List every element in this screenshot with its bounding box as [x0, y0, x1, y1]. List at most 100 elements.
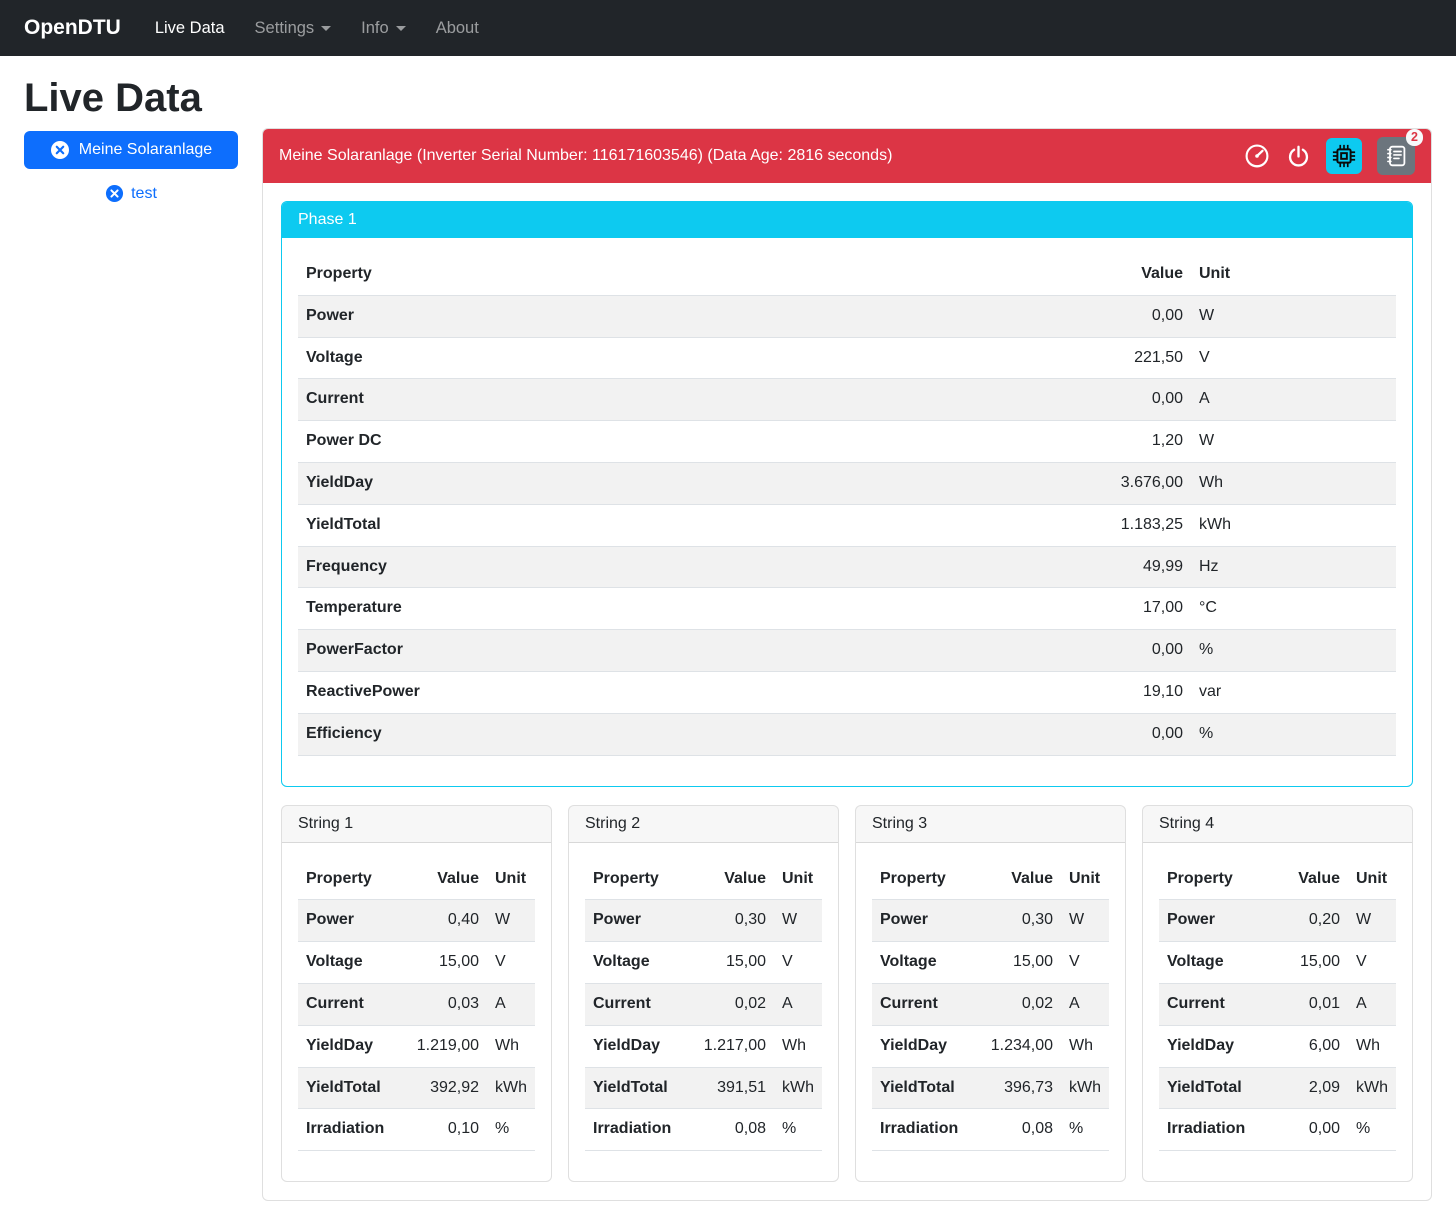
unit-cell: %: [1191, 629, 1396, 672]
property-cell: Voltage: [1159, 941, 1277, 984]
inverter-info-button[interactable]: [1326, 138, 1362, 174]
unit-cell: Wh: [774, 1025, 822, 1068]
unit-cell: V: [774, 941, 822, 984]
column-header-value: Value: [975, 858, 1061, 901]
value-cell: 1.183,25: [855, 504, 1191, 547]
value-cell: 1.219,00: [401, 1025, 487, 1068]
property-cell: Frequency: [298, 546, 856, 589]
table-row: Temperature 17,00 °C: [298, 587, 1396, 631]
table-row: YieldTotal 392,92 kWh: [298, 1067, 535, 1110]
string-card-3: String 3 Property Value Unit: [855, 804, 1126, 1183]
property-cell: Irradiation: [585, 1108, 689, 1152]
power-settings-button[interactable]: [1285, 143, 1311, 169]
value-cell: 0,20: [1276, 899, 1348, 943]
value-cell: 0,30: [688, 899, 774, 943]
value-cell: 1.234,00: [975, 1025, 1061, 1068]
chevron-down-icon: [395, 25, 406, 31]
string-table: Property Value Unit Power 0,40: [298, 858, 535, 1152]
journal-text-icon: [1384, 144, 1408, 168]
unit-cell: °C: [1191, 587, 1396, 631]
table-header-row: Property Value Unit: [298, 858, 535, 901]
nav-item-about[interactable]: About: [428, 11, 487, 46]
x-circle-icon: [105, 184, 124, 203]
value-cell: 15,00: [975, 941, 1061, 984]
value-cell: 0,00: [855, 295, 1191, 338]
value-cell: 221,50: [855, 337, 1191, 380]
table-row: Frequency 49,99 Hz: [298, 546, 1396, 589]
unit-cell: kWh: [1061, 1067, 1109, 1110]
value-cell: 15,00: [688, 941, 774, 984]
value-cell: 6,00: [1276, 1025, 1348, 1068]
table-header-row: Property Value Unit: [1159, 858, 1396, 901]
top-navbar: OpenDTU Live Data Settings Info About: [0, 0, 1456, 56]
inverter-select-button[interactable]: Meine Solaranlage: [24, 131, 238, 169]
nav-item-label: Info: [361, 18, 389, 37]
unit-cell: V: [1191, 337, 1396, 380]
nav-item-settings[interactable]: Settings: [247, 11, 340, 46]
column-header-property: Property: [585, 858, 689, 901]
value-cell: 0,08: [688, 1108, 774, 1152]
table-row: Power 0,00 W: [298, 295, 1396, 338]
table-row: Voltage 15,00 V: [298, 941, 535, 984]
property-cell: Power DC: [298, 420, 856, 463]
nav-item-live-data[interactable]: Live Data: [147, 11, 233, 46]
value-cell: 0,40: [401, 899, 487, 943]
column-header-property: Property: [872, 858, 976, 901]
table-row: Power DC 1,20 W: [298, 420, 1396, 463]
inverter-card-body: Phase 1 Property Value Unit: [263, 183, 1431, 1200]
property-cell: Power: [872, 899, 976, 943]
property-cell: PowerFactor: [298, 629, 856, 672]
unit-cell: V: [487, 941, 535, 984]
unit-cell: A: [1348, 983, 1396, 1026]
value-cell: 1.217,00: [688, 1025, 774, 1068]
table-row: Irradiation 0,10 %: [298, 1108, 535, 1152]
nav-item-label: Settings: [254, 18, 315, 37]
value-cell: 391,51: [688, 1067, 774, 1110]
property-cell: Voltage: [585, 941, 689, 984]
phase-card-body: Property Value Unit Power 0,00: [282, 238, 1412, 786]
value-cell: 0,30: [975, 899, 1061, 943]
unit-cell: W: [1061, 899, 1109, 943]
property-cell: YieldDay: [298, 1025, 402, 1068]
unit-cell: var: [1191, 671, 1396, 714]
phase-card-title: Phase 1: [282, 202, 1412, 238]
value-cell: 49,99: [855, 546, 1191, 589]
column-header-unit: Unit: [1348, 858, 1396, 901]
column-header-value: Value: [855, 254, 1191, 296]
property-cell: Power: [585, 899, 689, 943]
unit-cell: V: [1348, 941, 1396, 984]
property-cell: YieldTotal: [1159, 1067, 1277, 1110]
unit-cell: Wh: [487, 1025, 535, 1068]
unit-cell: W: [1348, 899, 1396, 943]
nav-item-info[interactable]: Info: [353, 11, 414, 46]
brand-logo[interactable]: OpenDTU: [24, 16, 121, 39]
table-row: Current 0,02 A: [585, 983, 822, 1026]
limit-settings-button[interactable]: [1244, 143, 1270, 169]
property-cell: YieldTotal: [872, 1067, 976, 1110]
table-row: YieldDay 1.234,00 Wh: [872, 1025, 1109, 1068]
phase-table: Property Value Unit Power 0,00: [298, 254, 1396, 756]
table-row: YieldDay 1.217,00 Wh: [585, 1025, 822, 1068]
table-row: Current 0,03 A: [298, 983, 535, 1026]
string-card-title: String 3: [856, 806, 1125, 843]
property-cell: YieldDay: [298, 462, 856, 505]
property-cell: Power: [298, 295, 856, 338]
value-cell: 0,00: [855, 713, 1191, 756]
property-cell: Efficiency: [298, 713, 856, 756]
table-row: ReactivePower 19,10 var: [298, 671, 1396, 714]
table-header-row: Property Value Unit: [298, 254, 1396, 296]
table-row: Irradiation 0,08 %: [585, 1108, 822, 1152]
table-row: Power 0,30 W: [585, 899, 822, 943]
table-row: YieldDay 3.676,00 Wh: [298, 462, 1396, 505]
string-card-title: String 2: [569, 806, 838, 843]
column-header-value: Value: [1276, 858, 1348, 901]
unit-cell: A: [487, 983, 535, 1026]
unit-cell: %: [487, 1108, 535, 1152]
event-log-button[interactable]: 2: [1377, 129, 1423, 175]
table-header-row: Property Value Unit: [585, 858, 822, 901]
speedometer-icon: [1244, 143, 1270, 169]
inverter-link-test[interactable]: test: [24, 184, 238, 203]
value-cell: 19,10: [855, 671, 1191, 714]
column-header-unit: Unit: [1061, 858, 1109, 901]
value-cell: 0,02: [975, 983, 1061, 1026]
